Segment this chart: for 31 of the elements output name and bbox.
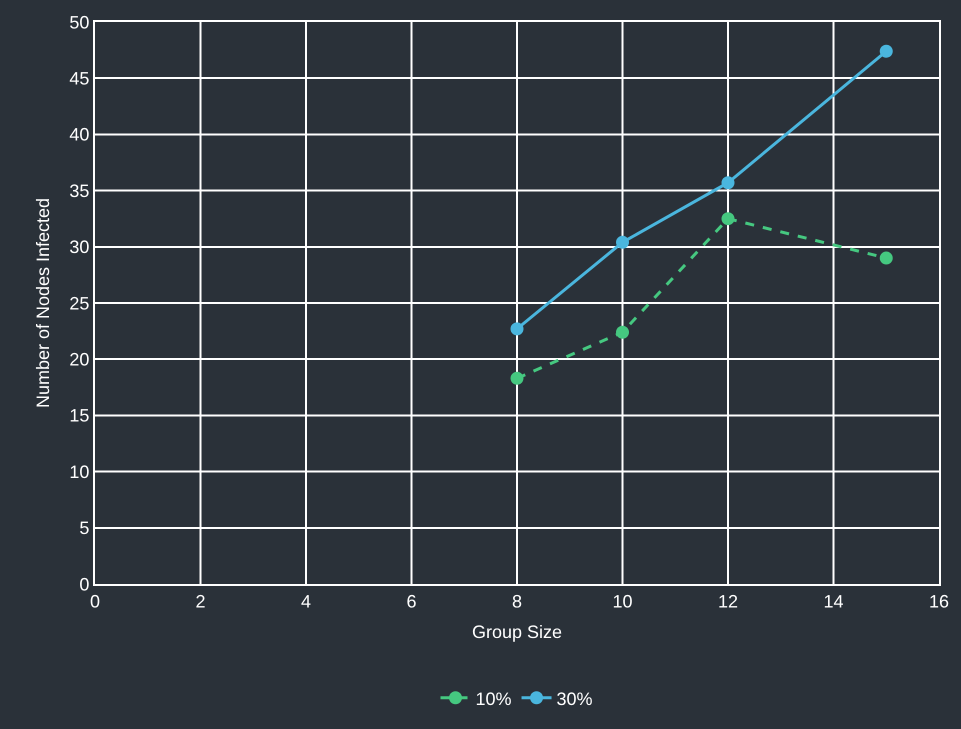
point: [510, 322, 524, 336]
y-tick-label: 5: [79, 518, 90, 538]
point: [722, 212, 734, 226]
point: [722, 176, 734, 190]
x-tick-label: 4: [300, 592, 312, 612]
y-tick-label: 0: [79, 574, 90, 594]
y-tick-label: 15: [69, 406, 90, 426]
legend-label: 10%: [476, 688, 512, 709]
x-axis-title: Group Size: [472, 622, 562, 642]
y-tick-label: 50: [69, 12, 90, 32]
x-tick-label: 2: [195, 592, 206, 612]
y-tick-label: 20: [69, 350, 90, 370]
y-tick-label: 25: [69, 293, 90, 314]
y-tick-label: 45: [69, 68, 90, 88]
y-tick-label: 35: [69, 180, 90, 201]
x-tick-label: 12: [718, 592, 738, 612]
x-tick-label: 8: [512, 592, 522, 612]
y-tick-label: 10: [69, 462, 90, 482]
legend-label: 30%: [556, 688, 593, 709]
point: [510, 372, 524, 385]
point: [616, 236, 629, 249]
x-tick-label: 14: [823, 592, 844, 612]
point: [880, 44, 893, 58]
point: [616, 326, 629, 339]
y-tick-label: 30: [69, 237, 90, 258]
x-tick-label: 16: [928, 592, 950, 612]
point: [880, 252, 893, 265]
x-tick-label: 6: [406, 592, 417, 612]
x-tick-label: 10: [612, 592, 633, 612]
y-axis-title: Number of Nodes Infected: [33, 198, 54, 408]
y-tick-label: 40: [69, 124, 90, 145]
